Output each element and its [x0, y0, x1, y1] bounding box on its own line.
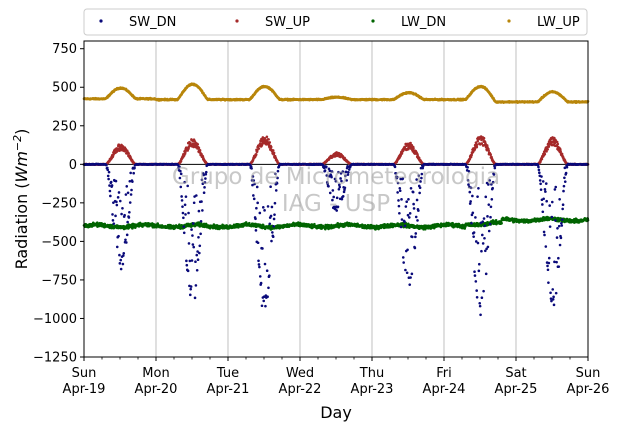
sw-up-point — [412, 146, 415, 150]
sw-up-point — [265, 135, 269, 139]
sw-up-point — [127, 152, 130, 155]
sw-up-point — [482, 136, 486, 140]
sw-up-point — [268, 141, 272, 144]
lw-dn-point — [500, 221, 503, 225]
legend-label-lw_up: LW_UP — [537, 15, 580, 30]
legend-marker-lw_up — [507, 19, 511, 23]
sw-up-point — [475, 143, 479, 146]
legend-label-sw_dn: SW_DN — [129, 15, 176, 30]
legend-label-sw_up: SW_UP — [265, 15, 310, 30]
legend-marker-sw_dn — [99, 19, 103, 23]
legend: SW_DN SW_UP LW_DN LW_UP — [83, 8, 588, 36]
sw-up-point — [269, 145, 273, 149]
sw-up-point — [271, 149, 275, 152]
legend-label-lw_dn: LW_DN — [401, 15, 446, 30]
legend-box — [83, 8, 588, 36]
sw-up-point — [196, 143, 200, 146]
sw-up-point — [409, 141, 412, 145]
legend-marker-lw_dn — [371, 19, 375, 23]
sw-up-point — [475, 145, 479, 149]
sw-up-point — [489, 153, 492, 157]
sw-up-point — [254, 152, 258, 156]
sw-up-point — [197, 146, 201, 150]
sw-up-point — [272, 151, 276, 155]
sw-up-point — [257, 147, 261, 150]
sw-up-point — [198, 149, 202, 152]
legend-marker-sw_up — [235, 19, 239, 23]
sw-up-point — [267, 138, 270, 141]
series-layer — [82, 82, 590, 317]
